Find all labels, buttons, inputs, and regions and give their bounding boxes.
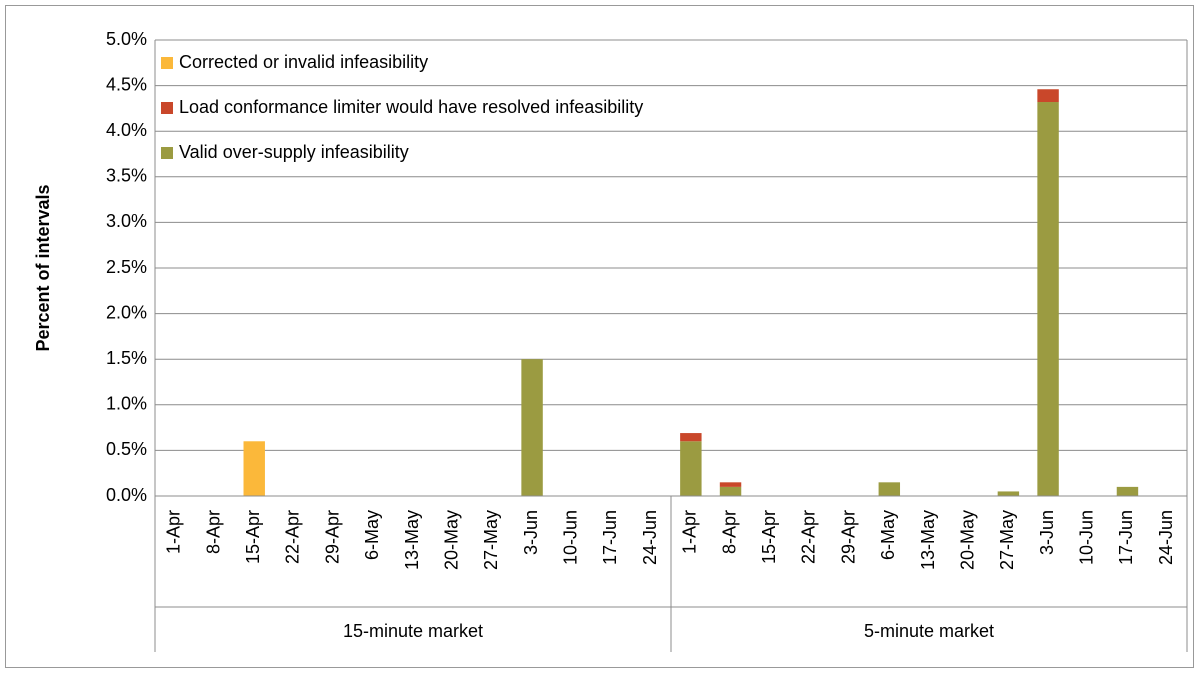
- bar-segment: [1037, 102, 1059, 497]
- y-tick-label: 0.5%: [106, 439, 147, 459]
- x-tick-label: 10-Jun: [1077, 510, 1097, 565]
- x-tick-label: 13-May: [918, 510, 938, 570]
- x-tick-label: 8-Apr: [203, 510, 223, 554]
- x-tick-label: 6-May: [362, 510, 382, 560]
- y-tick-label: 4.0%: [106, 120, 147, 140]
- chart-border: [5, 5, 1194, 668]
- x-tick-label: 27-May: [997, 510, 1017, 570]
- bar-segment: [719, 482, 742, 487]
- y-tick-label: 1.5%: [106, 348, 147, 368]
- bar-segment: [680, 433, 702, 442]
- legend-swatch: [161, 147, 173, 159]
- x-tick-label: 29-Apr: [322, 510, 342, 564]
- bar-segment: [1116, 486, 1139, 496]
- y-tick-label: 1.0%: [106, 394, 147, 414]
- x-tick-label: 10-Jun: [561, 510, 581, 565]
- x-tick-label: 17-Jun: [600, 510, 620, 565]
- y-axis-label: Percent of intervals: [33, 184, 53, 351]
- bar-segment: [1037, 89, 1059, 103]
- x-tick-label: 17-Jun: [1116, 510, 1136, 565]
- y-tick-label: 0.0%: [106, 485, 147, 505]
- legend-swatch: [161, 102, 173, 114]
- legend-swatch: [161, 57, 173, 69]
- bar-segment: [680, 441, 702, 496]
- y-tick-label: 2.5%: [106, 257, 147, 277]
- bar-segment: [878, 482, 901, 496]
- y-tick-label: 3.5%: [106, 166, 147, 186]
- y-tick-label: 5.0%: [106, 29, 147, 49]
- x-tick-label: 15-Apr: [243, 510, 263, 564]
- bar-segment: [997, 491, 1020, 496]
- group-label: 15-minute market: [343, 621, 483, 641]
- y-tick-label: 3.0%: [106, 211, 147, 231]
- x-tick-label: 20-May: [957, 510, 977, 570]
- x-tick-label: 3-Jun: [521, 510, 541, 555]
- bar-segment: [243, 441, 265, 496]
- legend-label: Valid over-supply infeasibility: [179, 142, 409, 162]
- bar-segment: [719, 486, 742, 496]
- y-tick-label: 2.0%: [106, 302, 147, 322]
- x-tick-label: 8-Apr: [719, 510, 739, 554]
- legend-label: Load conformance limiter would have reso…: [179, 97, 643, 117]
- x-tick-label: 1-Apr: [164, 510, 184, 554]
- x-tick-label: 6-May: [878, 510, 898, 560]
- bar-segment: [521, 359, 543, 496]
- x-tick-label: 22-Apr: [283, 510, 303, 564]
- x-tick-label: 1-Apr: [680, 510, 700, 554]
- legend-label: Corrected or invalid infeasibility: [179, 52, 428, 72]
- x-tick-label: 3-Jun: [1037, 510, 1057, 555]
- x-tick-label: 20-May: [441, 510, 461, 570]
- x-tick-label: 24-Jun: [1156, 510, 1176, 565]
- x-tick-label: 15-Apr: [759, 510, 779, 564]
- x-tick-label: 22-Apr: [799, 510, 819, 564]
- group-label: 5-minute market: [864, 621, 994, 641]
- x-tick-label: 13-May: [402, 510, 422, 570]
- y-tick-label: 4.5%: [106, 74, 147, 94]
- x-tick-label: 29-Apr: [838, 510, 858, 564]
- x-tick-label: 27-May: [481, 510, 501, 570]
- x-tick-label: 24-Jun: [640, 510, 660, 565]
